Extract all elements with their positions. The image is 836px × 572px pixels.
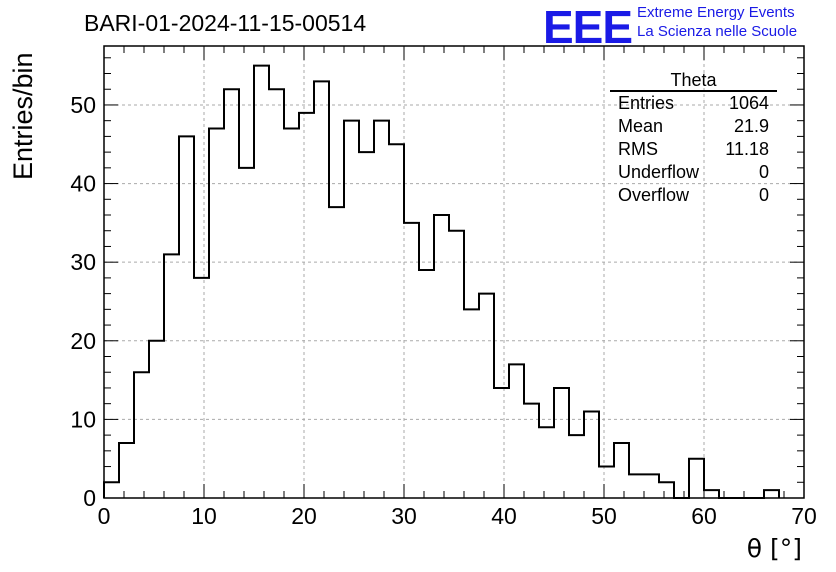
histogram-bin	[689, 459, 704, 498]
histogram-bin	[254, 66, 269, 498]
histogram-bin	[329, 207, 344, 498]
histogram-bin	[404, 223, 419, 498]
histogram-bin	[659, 482, 674, 498]
stats-label: Entries	[618, 93, 675, 113]
histogram-bin	[479, 294, 494, 498]
histogram-bin	[164, 254, 179, 498]
y-tick-label: 40	[70, 171, 96, 197]
histogram-bin	[644, 474, 659, 498]
histogram-bin	[179, 136, 194, 498]
histogram-bin	[239, 168, 254, 498]
histogram-bin	[344, 121, 359, 498]
histogram-bin	[299, 113, 314, 498]
histogram-bin	[704, 490, 719, 498]
histogram-bin	[314, 81, 329, 498]
stats-label: Mean	[618, 116, 664, 136]
stats-row: RMS 11.18	[610, 138, 777, 161]
y-tick-label: 10	[70, 406, 96, 432]
histogram-bin	[569, 435, 584, 498]
x-tick-label: 30	[391, 503, 417, 529]
stats-value: 0	[758, 162, 769, 182]
stats-row: Entries 1064	[610, 92, 777, 115]
histogram-bin	[104, 482, 119, 498]
x-tick-label: 40	[491, 503, 517, 529]
histogram-bin	[629, 474, 644, 498]
histogram-bin	[374, 121, 389, 498]
eee-logo-mark: EEE	[543, 1, 633, 53]
histogram-bin	[764, 490, 779, 498]
histogram-line	[103, 64, 780, 499]
stats-row: Overflow 0	[610, 184, 777, 207]
x-tick-label: 20	[291, 503, 317, 529]
x-tick-label: 60	[691, 503, 717, 529]
histogram-bin	[509, 364, 524, 498]
histogram-bin	[599, 467, 614, 498]
x-tick-label: 10	[191, 503, 217, 529]
histogram-bin	[149, 341, 164, 498]
stats-label: Overflow	[618, 185, 690, 205]
x-tick-label: 0	[98, 503, 111, 529]
stats-value: 1064	[728, 93, 769, 113]
stats-label: Underflow	[618, 162, 700, 182]
histogram-bin	[269, 89, 284, 498]
histogram-bin	[554, 388, 569, 498]
histogram-bin	[194, 278, 209, 498]
x-tick-label: 70	[791, 503, 817, 529]
histogram-bin	[464, 309, 479, 498]
histogram-bin	[614, 443, 629, 498]
histogram-bin	[494, 388, 509, 498]
stats-value: 0	[758, 185, 769, 205]
y-tick-label: 50	[70, 92, 96, 118]
stats-row: Mean 21.9	[610, 115, 777, 138]
y-tick-label: 0	[83, 485, 96, 511]
chart-title: BARI-01-2024-11-15-00514	[84, 10, 367, 36]
plot-frame	[103, 45, 805, 499]
stats-row: Underflow 0	[610, 161, 777, 184]
stats-label: RMS	[618, 139, 658, 159]
histogram-bin	[434, 215, 449, 498]
histogram-bin	[134, 372, 149, 498]
x-tick-label: 50	[591, 503, 617, 529]
x-axis-label: θ [°]	[746, 534, 802, 563]
stats-value: 11.18	[725, 139, 769, 159]
histogram-bin	[359, 152, 374, 498]
histogram-bin	[209, 129, 224, 498]
histogram-bin	[389, 144, 404, 498]
logo-line-2: La Scienza nelle Scuole	[637, 23, 798, 40]
y-tick-label: 20	[70, 328, 96, 354]
stats-box: Theta Entries 1064 Mean 21.9 RMS 11.18 U…	[610, 70, 777, 207]
y-axis-label: Entries/bin	[8, 52, 38, 180]
histogram-bin	[449, 231, 464, 498]
stats-value: 21.9	[733, 116, 769, 136]
y-tick-label: 30	[70, 249, 96, 275]
histogram-bin	[584, 412, 599, 498]
stats-title: Theta	[610, 70, 777, 92]
histogram-bin	[524, 404, 539, 498]
histogram-bin	[224, 89, 239, 498]
logo-line-1: Extreme Energy Events	[637, 4, 795, 21]
histogram-bin	[539, 427, 554, 498]
eee-logo-text: Extreme Energy Events La Scienza nelle S…	[637, 3, 797, 41]
histogram-bin	[419, 270, 434, 498]
histogram-bin	[119, 443, 134, 498]
